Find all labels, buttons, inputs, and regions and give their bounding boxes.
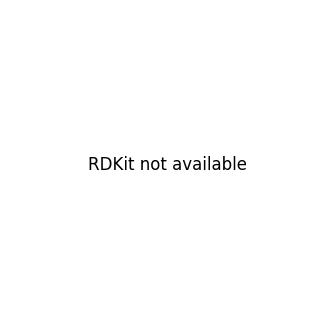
Text: RDKit not available: RDKit not available bbox=[88, 155, 247, 174]
